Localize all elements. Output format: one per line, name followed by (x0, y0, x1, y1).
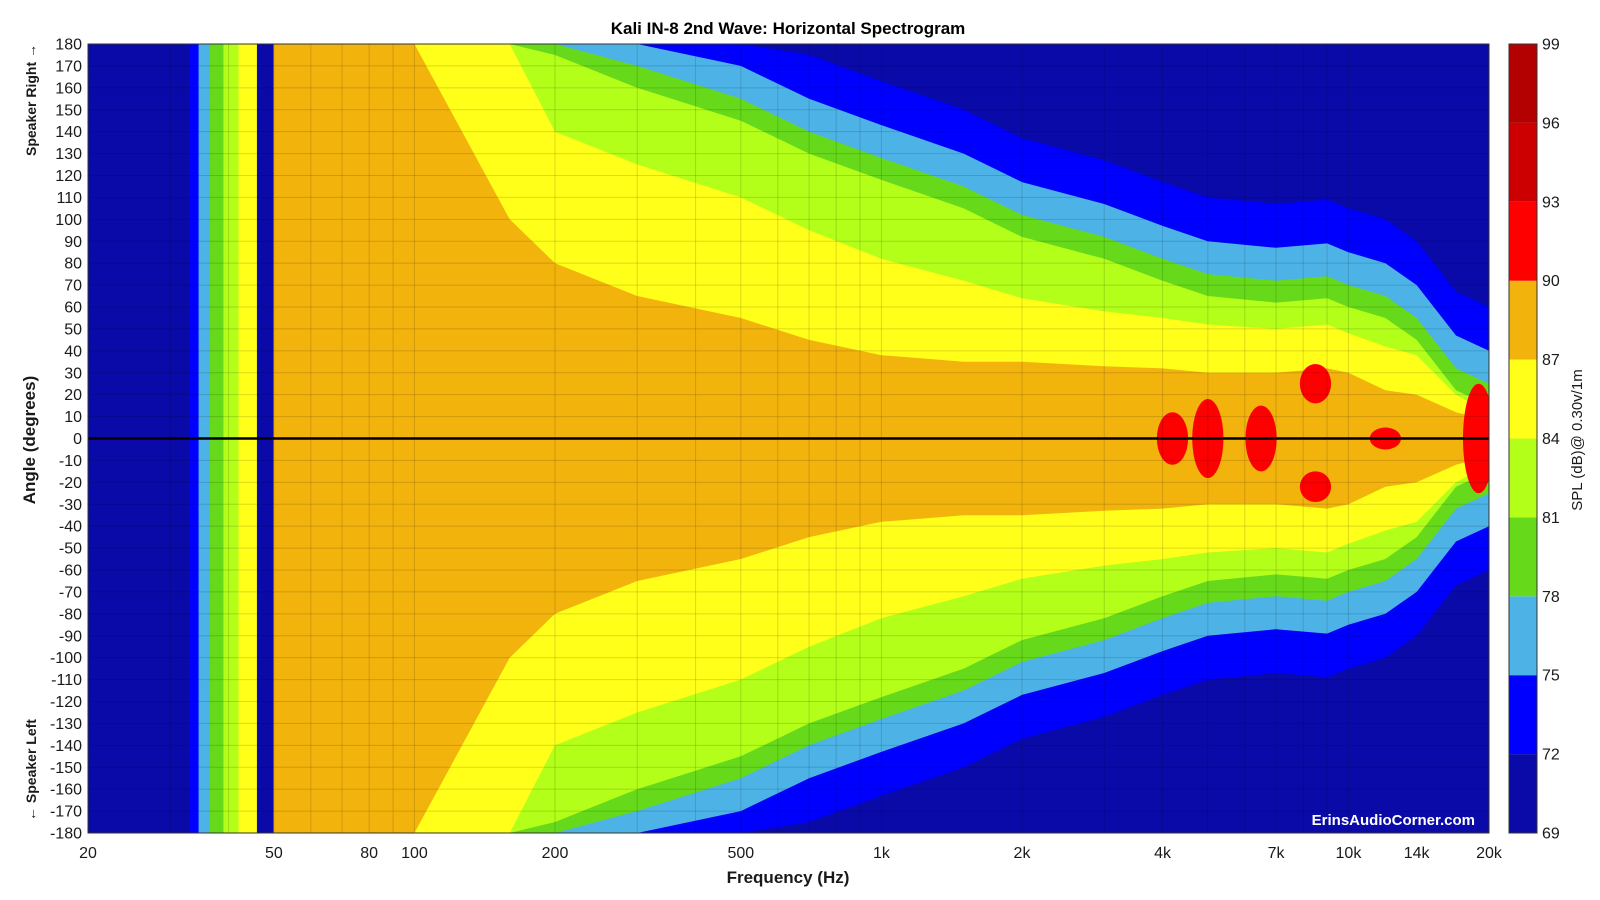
colorbar-tick-label: 75 (1542, 668, 1560, 685)
x-axis-title: Frequency (Hz) (727, 868, 850, 887)
y-tick-label: 160 (55, 80, 82, 97)
colorbar-segment (1509, 675, 1537, 755)
speaker-left-label: ← Speaker Left (23, 719, 39, 821)
hotspot-90db (1299, 471, 1332, 503)
y-tick-label: -10 (59, 453, 82, 470)
plot-border (87, 43, 1490, 834)
colorbar-tick-label: 90 (1542, 273, 1560, 290)
y-tick-label: 80 (64, 256, 82, 273)
colorbar: 69 72 75 78 81 84 87 90 93 96 99 (1508, 37, 1560, 843)
x-tick-label: 200 (542, 845, 569, 862)
colorbar-segment (1509, 596, 1537, 676)
hotspot-90db (1299, 363, 1332, 404)
watermark: ErinsAudioCorner.com (1312, 812, 1475, 829)
y-tick-label: 150 (55, 102, 82, 119)
y-tick-label: -60 (59, 563, 82, 580)
colorbar-border (1508, 43, 1538, 834)
colorbar-segment (1509, 280, 1537, 360)
x-tick-label: 20k (1476, 845, 1503, 862)
x-tick-label: 4k (1154, 845, 1172, 862)
x-tick-label: 1k (873, 845, 891, 862)
y-tick-label: -150 (50, 760, 82, 777)
colorbar-segment (1509, 201, 1537, 281)
y-tick-label: -70 (59, 584, 82, 601)
colorbar-segment (1509, 44, 1537, 123)
y-tick-label: 110 (56, 190, 82, 207)
colorbar-tick-label: 69 (1542, 826, 1560, 843)
colorbar-tick-label: 84 (1542, 431, 1560, 448)
x-tick-label: 80 (360, 845, 378, 862)
colorbar-tick-label: 93 (1542, 194, 1560, 211)
y-tick-label: 60 (64, 300, 82, 317)
y-tick-label: 40 (64, 343, 82, 360)
plot-area (88, 44, 1489, 833)
y-tick-label: -130 (50, 716, 82, 733)
y-axis-ticks: 1801701601501401301201101009080706050403… (50, 37, 82, 843)
y-tick-label: 50 (64, 321, 82, 338)
colorbar-tick-label: 87 (1542, 352, 1560, 369)
y-tick-label: 140 (55, 124, 82, 141)
colorbar-title: SPL (dB)@ 0.30v/1m (1569, 369, 1586, 510)
colorbar-segment (1509, 517, 1537, 597)
y-tick-label: 0 (73, 431, 82, 448)
y-tick-label: 100 (55, 212, 82, 229)
y-tick-label: 130 (55, 146, 82, 163)
x-tick-label: 20 (79, 845, 97, 862)
colorbar-segment (1509, 359, 1537, 439)
colorbar-segment (1509, 754, 1537, 833)
y-axis-title: Angle (degrees) (20, 376, 39, 504)
x-tick-label: 50 (265, 845, 283, 862)
y-tick-label: -100 (50, 650, 82, 667)
y-tick-label: -120 (50, 694, 82, 711)
x-tick-label: 500 (727, 845, 754, 862)
x-axis-ticks: 20 50 80 100 200 500 1k 2k 4k 7k 10k 14k 20k (79, 845, 1503, 862)
x-tick-label: 2k (1014, 845, 1032, 862)
y-tick-label: -140 (50, 738, 82, 755)
colorbar-tick-label: 99 (1542, 37, 1560, 54)
y-tick-label: -40 (59, 519, 82, 536)
colorbar-tick-label: 78 (1542, 589, 1560, 606)
chart-title: Kali IN-8 2nd Wave: Horizontal Spectrogr… (611, 19, 966, 38)
x-tick-label: 7k (1268, 845, 1286, 862)
y-tick-label: 120 (55, 168, 82, 185)
x-tick-label: 100 (401, 845, 428, 862)
y-tick-label: 90 (64, 234, 82, 251)
colorbar-segment (1509, 438, 1537, 518)
y-tick-label: 10 (64, 409, 82, 426)
y-tick-label: -110 (51, 672, 82, 689)
y-tick-label: -20 (59, 475, 82, 492)
colorbar-tick-label: 96 (1542, 115, 1560, 132)
y-tick-label: 20 (64, 387, 82, 404)
y-tick-label: -160 (50, 782, 82, 799)
y-tick-label: 170 (55, 58, 82, 75)
x-tick-label: 10k (1336, 845, 1363, 862)
y-tick-label: 180 (55, 37, 82, 54)
y-tick-label: -90 (59, 628, 82, 645)
speaker-right-label: Speaker Right → (23, 44, 39, 156)
colorbar-tick-label: 81 (1542, 510, 1560, 527)
colorbar-tick-label: 72 (1542, 747, 1560, 764)
y-tick-label: -170 (50, 804, 82, 821)
y-tick-label: 30 (64, 365, 82, 382)
y-tick-label: -80 (59, 606, 82, 623)
y-tick-label: 70 (64, 278, 82, 295)
colorbar-segment (1509, 122, 1537, 202)
x-tick-label: 14k (1404, 845, 1431, 862)
y-tick-label: -50 (59, 541, 82, 558)
y-tick-label: -180 (50, 826, 82, 843)
y-tick-label: -30 (59, 497, 82, 514)
grid-lines (88, 44, 1489, 833)
